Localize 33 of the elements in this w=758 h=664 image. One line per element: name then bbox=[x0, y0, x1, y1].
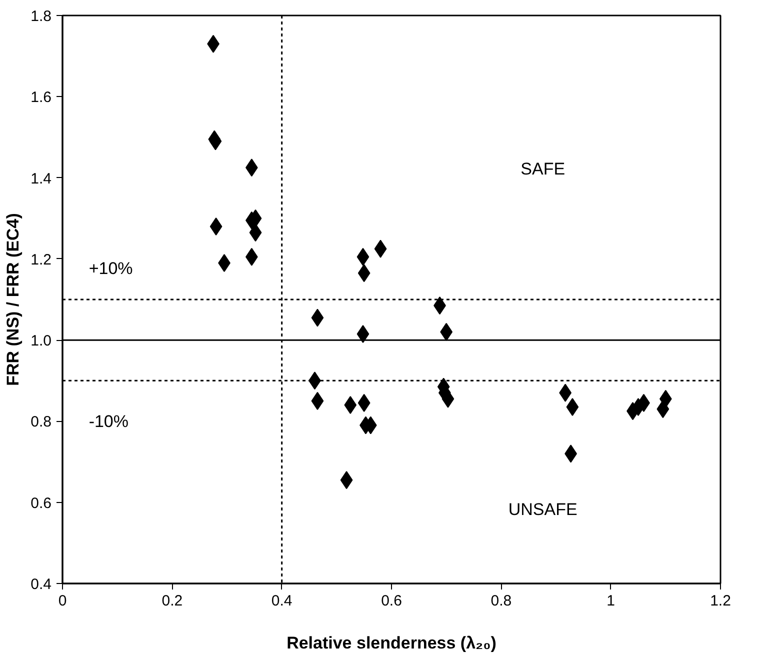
point bbox=[344, 396, 357, 414]
y-tick-label: 1.4 bbox=[30, 170, 52, 188]
x-tick-label: 1.2 bbox=[710, 592, 731, 610]
point bbox=[249, 224, 262, 242]
annotation: +10% bbox=[88, 258, 133, 278]
x-tick-label: 0 bbox=[58, 592, 67, 610]
x-axis-title: Relative slenderness (λ₂₀) bbox=[286, 634, 496, 652]
y-tick-label: 1.8 bbox=[30, 8, 52, 25]
x-tick-label: 0.2 bbox=[162, 592, 183, 610]
y-tick-label: 0.4 bbox=[30, 576, 52, 593]
y-tick-label: 0.6 bbox=[30, 494, 52, 512]
point bbox=[311, 392, 324, 410]
point bbox=[566, 398, 579, 416]
y-tick-label: 0.8 bbox=[30, 414, 52, 431]
x-tick-label: 1 bbox=[606, 592, 616, 610]
annotation: UNSAFE bbox=[508, 500, 578, 520]
point bbox=[374, 240, 387, 258]
point bbox=[356, 324, 370, 343]
y-tick-label: 1.2 bbox=[30, 251, 52, 268]
x-tick-label: 0.4 bbox=[271, 592, 292, 610]
annotation: -10% bbox=[88, 412, 129, 432]
annotation: SAFE bbox=[520, 159, 566, 178]
y-axis-title: FRR (NS) / FRR (EC4) bbox=[4, 213, 23, 386]
point bbox=[340, 471, 353, 490]
point bbox=[311, 308, 324, 327]
point bbox=[210, 217, 222, 236]
y-tick-label: 1.6 bbox=[30, 89, 52, 106]
x-tick-label: 0.8 bbox=[490, 592, 512, 610]
point bbox=[356, 248, 370, 266]
point bbox=[358, 394, 370, 412]
x-tick-label: 0.6 bbox=[381, 592, 402, 610]
point bbox=[358, 264, 370, 282]
y-tick-label: 1.0 bbox=[30, 332, 52, 350]
